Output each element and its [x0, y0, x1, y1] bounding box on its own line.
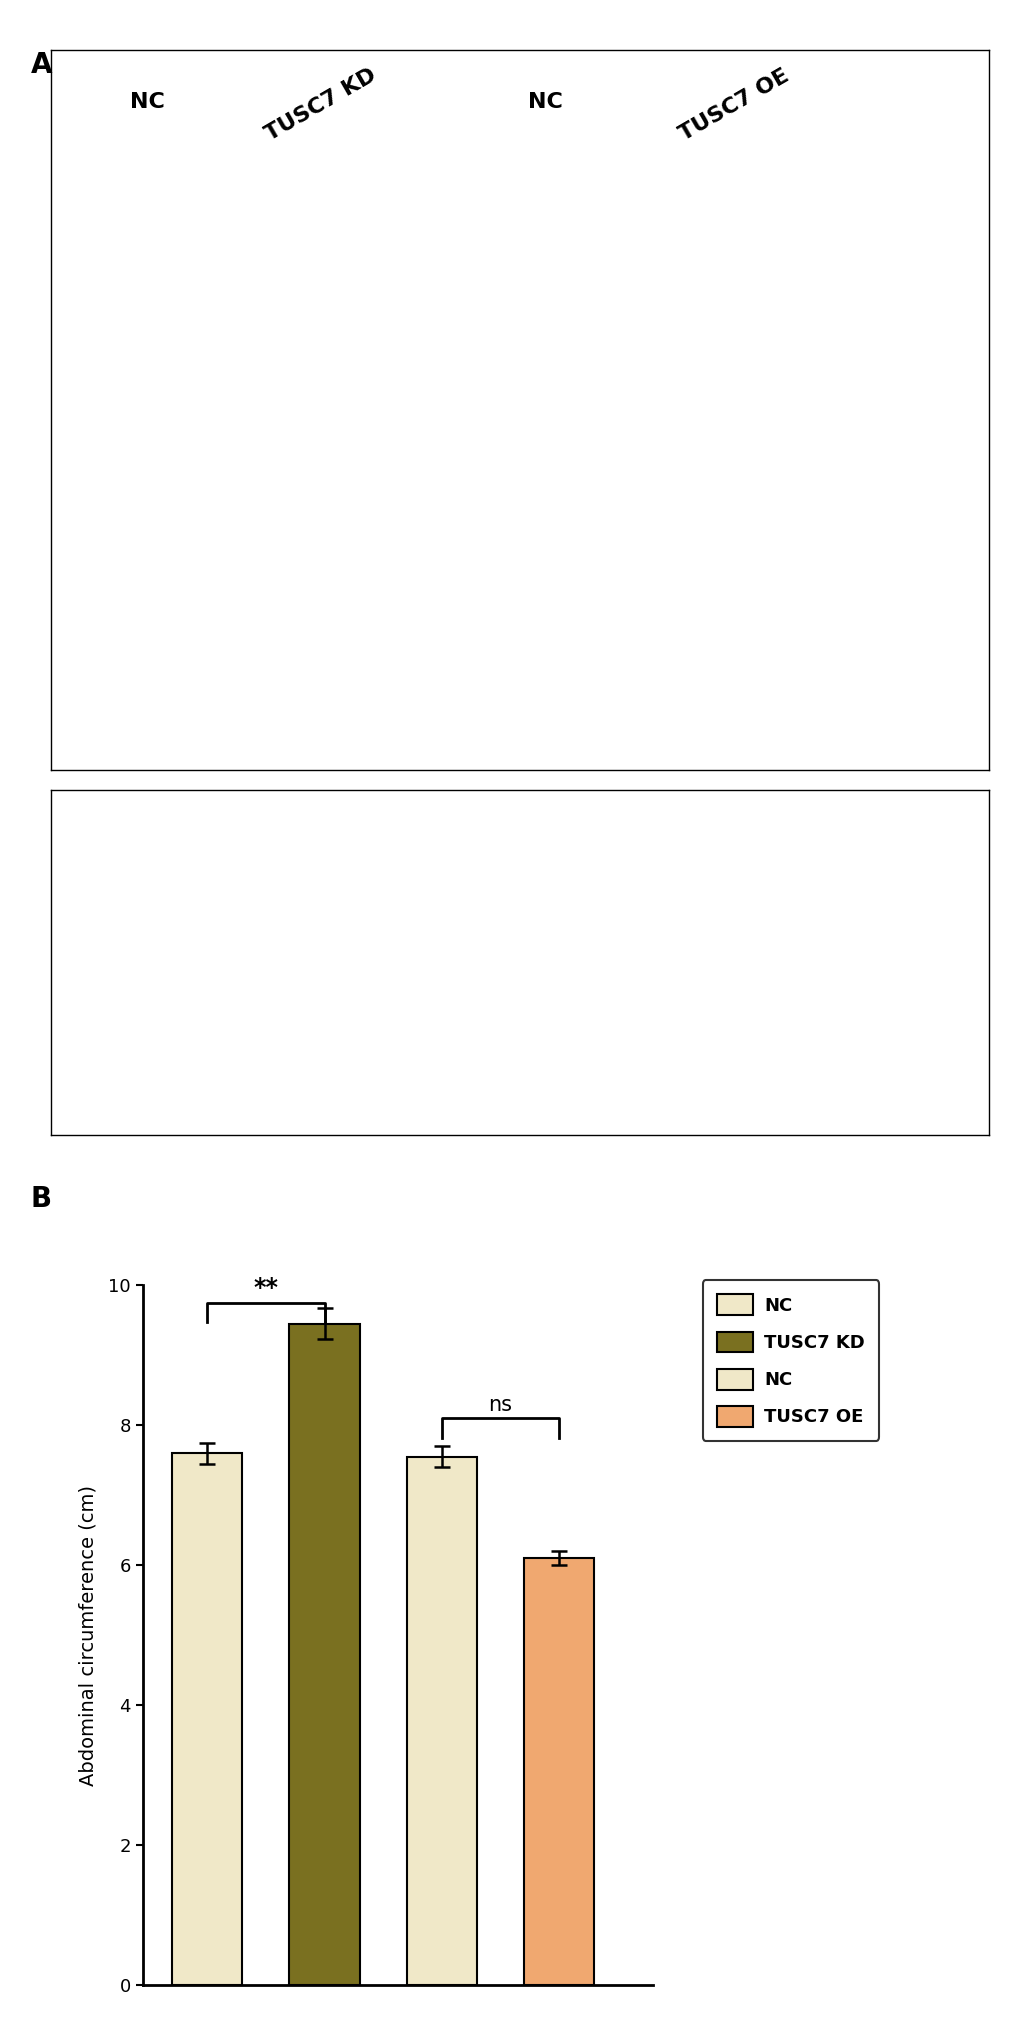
- Text: NC: NC: [528, 92, 562, 112]
- Text: TUSC7 KD: TUSC7 KD: [262, 65, 380, 145]
- Text: A: A: [31, 51, 52, 79]
- Bar: [172, 1454, 243, 1985]
- Text: **: **: [253, 1277, 278, 1299]
- Bar: [289, 1323, 360, 1985]
- Bar: [407, 1456, 477, 1985]
- Text: B: B: [31, 1185, 52, 1213]
- Y-axis label: Abdominal circumference (cm): Abdominal circumference (cm): [78, 1484, 97, 1786]
- Legend: NC, TUSC7 KD, NC, TUSC7 OE: NC, TUSC7 KD, NC, TUSC7 OE: [702, 1281, 878, 1441]
- Text: ns: ns: [488, 1395, 512, 1415]
- Text: TUSC7 OE: TUSC7 OE: [676, 65, 792, 145]
- Bar: [524, 1558, 594, 1985]
- Text: NC: NC: [130, 92, 165, 112]
